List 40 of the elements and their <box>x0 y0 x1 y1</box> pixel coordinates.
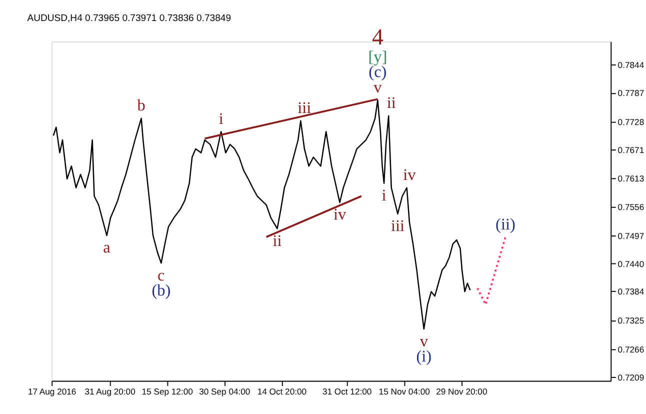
y-tick-label: 0.7556 <box>618 202 644 212</box>
y-tick-label: 0.7497 <box>618 230 644 241</box>
annotation: ii <box>272 232 282 250</box>
y-tick-label: 0.7671 <box>618 145 644 156</box>
annotation: iv <box>403 166 417 184</box>
x-tick-label: 15 Nov 04:00 <box>378 386 430 397</box>
chart-title: AUDUSD,H4 0.73965 0.73971 0.73836 0.73849 <box>27 12 232 24</box>
x-tick-label: 15 Sep 12:00 <box>142 386 194 397</box>
y-tick-label: 0.7325 <box>618 316 644 326</box>
annotation: (ii) <box>496 215 516 234</box>
annotation: v <box>374 78 383 96</box>
annotation: i <box>382 186 387 205</box>
annotation: [y] <box>368 48 388 66</box>
x-tick-label: 17 Aug 2016 <box>28 386 76 397</box>
y-tick-label: 0.7787 <box>618 88 644 98</box>
x-tick-label: 31 Oct 12:00 <box>322 386 372 397</box>
y-tick-label: 0.7613 <box>618 174 644 184</box>
y-tick-label: 0.7440 <box>618 258 644 269</box>
annotation: i <box>218 110 224 128</box>
annotation: iv <box>333 206 347 224</box>
annotation: c <box>158 266 165 284</box>
y-tick-label: 0.7844 <box>618 60 644 70</box>
annotation: iii <box>390 217 405 236</box>
x-tick-label: 30 Sep 04:00 <box>199 386 250 397</box>
y-tick-label: 0.7209 <box>618 372 644 383</box>
annotation: ii <box>386 94 396 112</box>
annotation: b <box>137 96 146 115</box>
annotation: (i) <box>416 348 432 366</box>
annotation: iii <box>298 99 312 118</box>
annotation: a <box>103 238 110 257</box>
annotation: v <box>420 332 429 350</box>
x-tick-label: 31 Aug 20:00 <box>84 386 136 397</box>
annotation: (b) <box>152 282 171 300</box>
y-tick-label: 0.7384 <box>618 286 644 296</box>
annotation: 4 <box>372 24 384 50</box>
x-tick-label: 14 Oct 20:00 <box>257 386 307 397</box>
y-tick-label: 0.7728 <box>618 117 644 128</box>
x-tick-label: 29 Nov 20:00 <box>436 386 488 397</box>
line-series <box>52 99 471 330</box>
y-tick-label: 0.7266 <box>618 344 644 355</box>
